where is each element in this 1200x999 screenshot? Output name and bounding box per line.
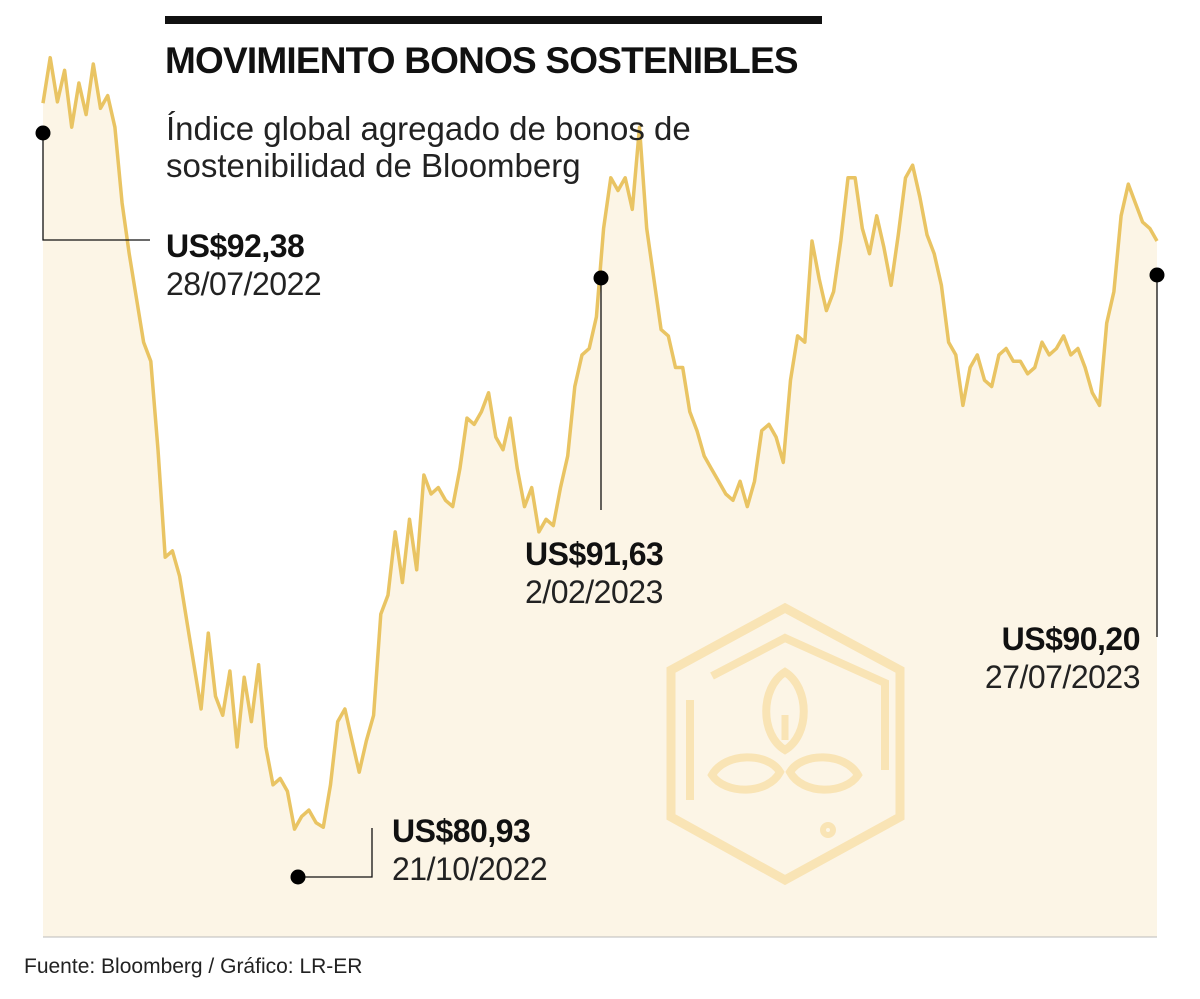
chart-subtitle: Índice global agregado de bonos de soste…	[166, 110, 691, 184]
chart-title: MOVIMIENTO BONOS SOSTENIBLES	[165, 40, 799, 81]
leader-line-2	[298, 828, 373, 878]
annotation-value: US$91,63	[525, 536, 664, 572]
sustainability-shield-icon	[666, 602, 905, 886]
annotation-value: US$90,20	[1001, 621, 1141, 657]
annotation-date: 21/10/2022	[392, 851, 548, 887]
annotation-low: US$80,93 21/10/2022	[392, 812, 548, 888]
annotation-date: 2/02/2023	[525, 574, 663, 610]
series-area	[43, 57, 1157, 937]
marker-low	[290, 869, 306, 885]
marker-end	[1149, 267, 1165, 283]
annotation-start: US$92,38 28/07/2022	[166, 227, 322, 303]
title-rule	[165, 16, 822, 24]
marker-start	[35, 125, 51, 141]
annotation-mid: US$91,63 2/02/2023	[525, 535, 664, 611]
source-note: Fuente: Bloomberg / Gráfico: LR-ER	[24, 955, 363, 978]
marker-mid	[593, 270, 609, 286]
annotation-date: 27/07/2023	[984, 659, 1141, 695]
annotation-date: 28/07/2022	[166, 266, 322, 302]
leader-line-1	[42, 133, 150, 241]
annotation-value: US$92,38	[166, 228, 305, 264]
annotation-end: US$90,20 27/07/2023	[984, 620, 1141, 696]
annotation-value: US$80,93	[392, 813, 531, 849]
